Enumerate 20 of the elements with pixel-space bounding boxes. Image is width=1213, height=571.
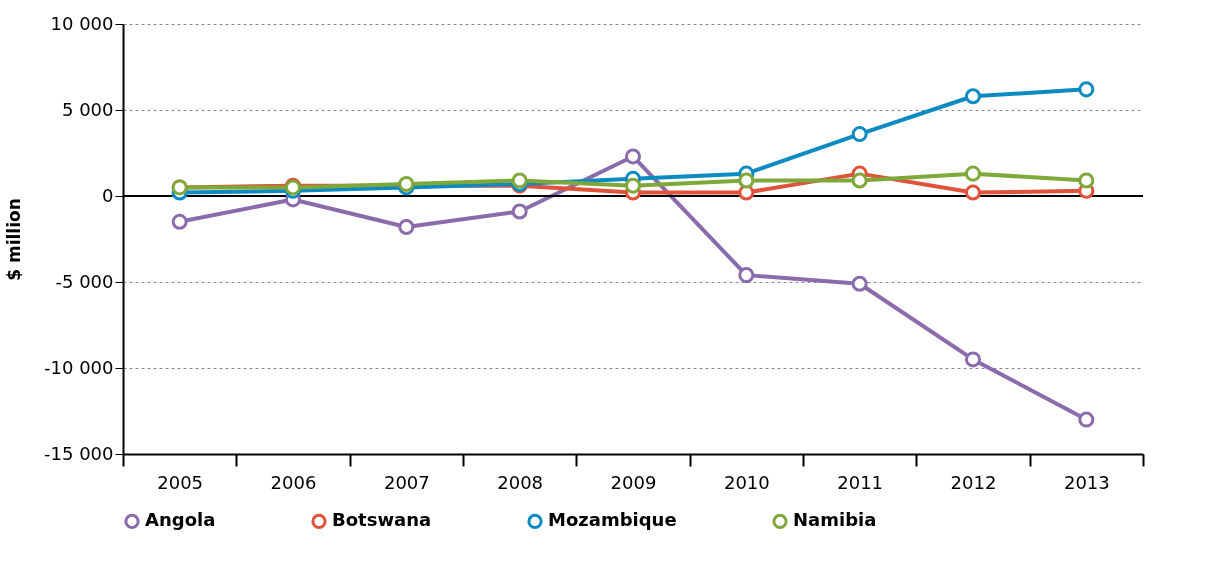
x-tick-label: 2007: [383, 471, 430, 493]
x-tick-label: 2005: [157, 471, 204, 493]
y-axis-title: $ million: [4, 198, 25, 281]
y-tick-label: 0: [102, 184, 114, 206]
legend-label: Botswana: [332, 509, 432, 531]
x-tick-label: 2012: [950, 471, 997, 493]
legend-label: Angola: [145, 509, 216, 531]
x-tick-label: 2009: [610, 471, 657, 493]
x-tick-label: 2006: [270, 471, 317, 493]
x-tick-label: 2010: [723, 471, 770, 493]
x-tick-label: 2011: [837, 471, 884, 493]
legend-label: Mozambique: [548, 509, 677, 531]
y-tick-label: -10 000: [44, 356, 114, 378]
y-tick-label: 10 000: [50, 12, 114, 34]
y-tick-label: 5 000: [61, 98, 114, 120]
x-tick-label: 2013: [1063, 471, 1110, 493]
y-tick-label: -15 000: [44, 442, 114, 464]
y-tick-label: -5 000: [55, 270, 114, 292]
legend-label: Namibia: [793, 509, 877, 531]
x-tick-label: 2008: [497, 471, 544, 493]
